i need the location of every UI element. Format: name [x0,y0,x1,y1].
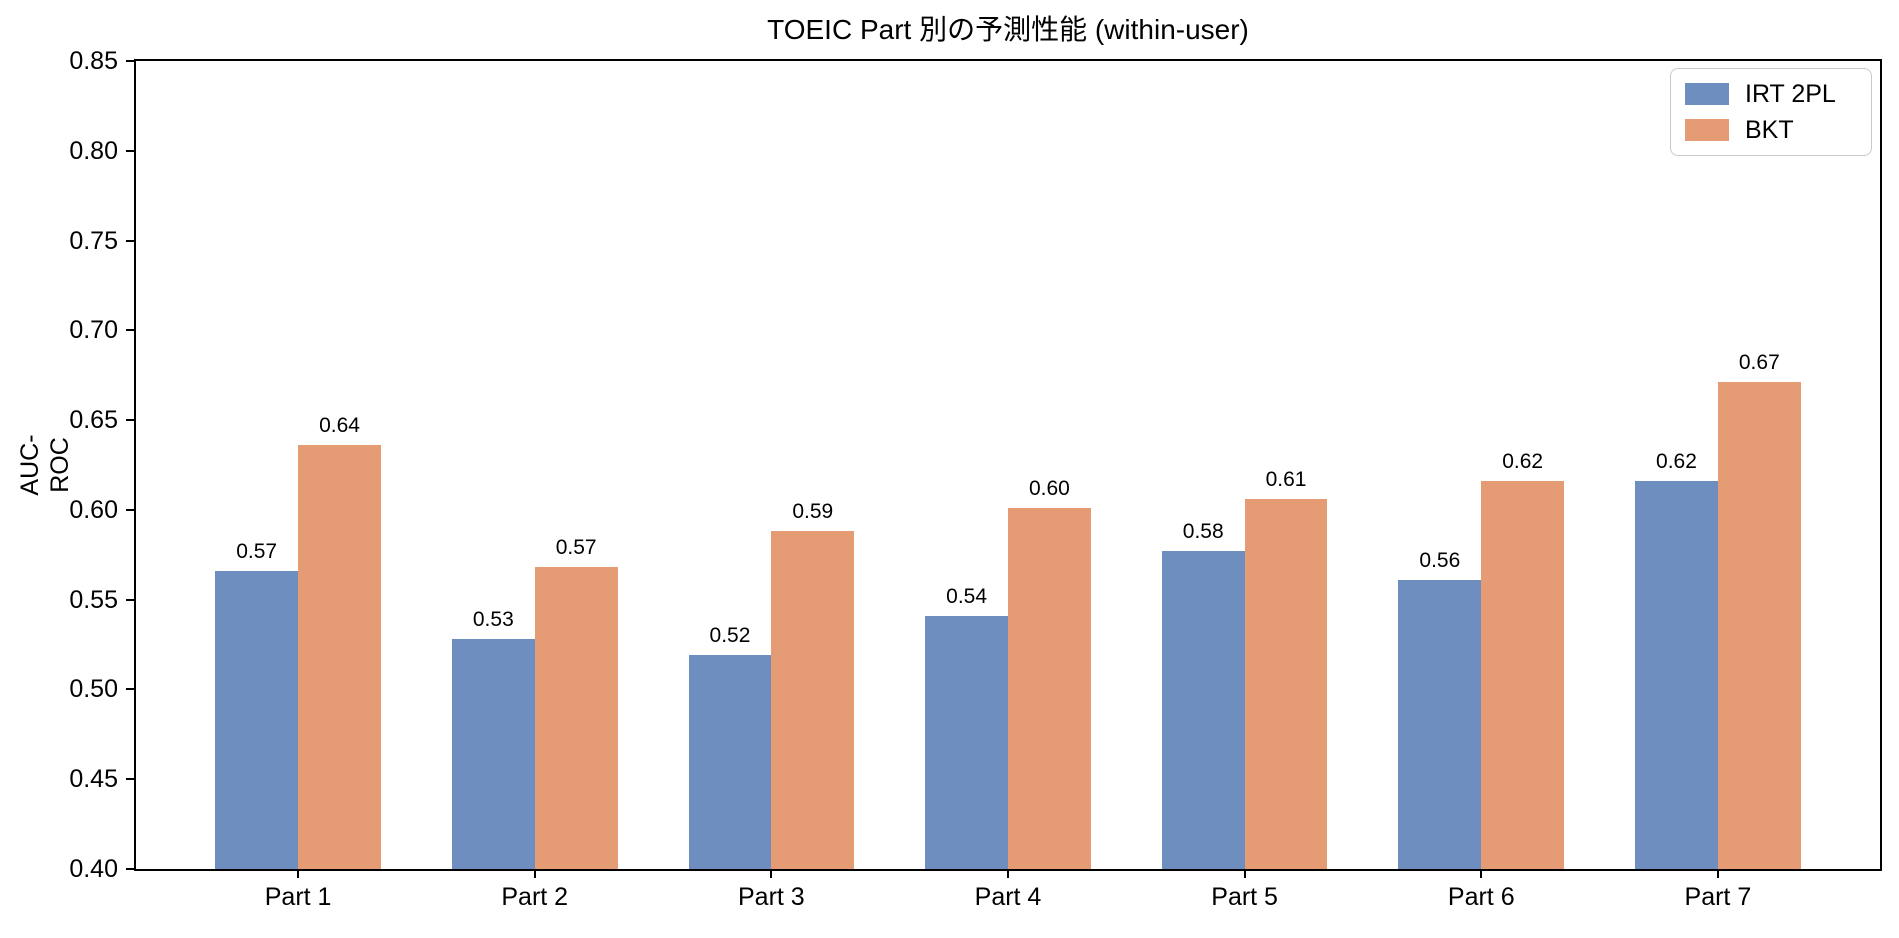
legend-swatch-irt-2pl [1685,83,1729,105]
y-tick-mark-0-80 [126,149,135,152]
x-tick-label-part-2: Part 2 [501,883,569,911]
y-tick-label-0-55: 0.55 [69,585,118,614]
legend-label-bkt: BKT [1745,116,1794,144]
y-tick-label-0-60: 0.60 [69,495,118,524]
x-tick-label-part-4: Part 4 [974,883,1042,911]
bar-value-label-irt-2pl-part-5: 0.58 [1182,520,1224,544]
legend: IRT 2PL BKT [1670,68,1872,156]
bar-value-label-irt-2pl-part-6: 0.56 [1419,548,1461,572]
y-tick-mark-0-85 [126,60,135,62]
bar-irt-2pl-part-7 [1635,481,1718,869]
bar-value-label-bkt-part-4: 0.60 [1028,477,1070,501]
x-tick-label-part-6: Part 6 [1447,883,1515,911]
bar-value-label-bkt-part-1: 0.64 [319,414,360,438]
y-tick-mark-0-45 [126,778,135,781]
bar-bkt-part-1 [298,445,381,869]
y-tick-label-0-75: 0.75 [69,226,118,255]
x-tick-label-part-7: Part 7 [1684,883,1752,911]
y-tick-mark-0-60 [126,508,135,511]
x-tick-mark-part-6 [1480,869,1483,878]
x-tick-mark-part-1 [297,869,300,878]
bar-value-label-irt-2pl-part-3: 0.52 [709,624,751,648]
y-tick-label-0-70: 0.70 [69,316,118,345]
y-tick-mark-0-70 [126,329,135,332]
y-tick-label-0-40: 0.40 [69,855,118,883]
x-tick-mark-part-2 [533,869,536,878]
bar-bkt-part-7 [1717,382,1801,869]
x-tick-label-part-5: Part 5 [1211,883,1278,911]
bar-bkt-part-6 [1481,481,1565,869]
x-tick-mark-part-3 [770,869,773,878]
bar-irt-2pl-part-3 [688,655,772,869]
x-tick-mark-part-7 [1716,869,1719,878]
y-tick-label-0-80: 0.80 [69,136,118,165]
bar-value-label-bkt-part-7: 0.67 [1738,351,1780,375]
bar-irt-2pl-part-2 [451,639,535,869]
bar-irt-2pl-part-1 [215,570,299,869]
y-tick-label-0-50: 0.50 [69,675,118,704]
legend-label-irt-2pl: IRT 2PL [1745,80,1836,108]
bar-value-label-irt-2pl-part-7: 0.62 [1656,450,1697,474]
bar-value-label-bkt-part-6: 0.62 [1502,450,1544,474]
y-tick-label-0-45: 0.45 [69,765,118,794]
bar-bkt-part-5 [1244,499,1328,869]
bar-bkt-part-2 [534,567,618,869]
y-tick-mark-0-40 [126,868,135,870]
y-tick-mark-0-55 [126,598,135,601]
legend-entry-irt-2pl: IRT 2PL [1685,80,1857,108]
bar-value-label-bkt-part-3: 0.59 [792,500,834,524]
x-tick-mark-part-4 [1007,869,1009,878]
bar-bkt-part-3 [771,531,855,869]
bar-bkt-part-4 [1008,508,1091,869]
y-tick-mark-0-50 [126,688,135,691]
y-tick-mark-0-65 [126,419,135,422]
legend-entry-bkt: BKT [1685,116,1857,144]
bar-value-label-bkt-part-2: 0.57 [555,536,597,560]
x-tick-label-part-1: Part 1 [264,883,332,911]
bar-value-label-irt-2pl-part-2: 0.53 [472,608,514,632]
bar-value-label-irt-2pl-part-1: 0.57 [236,539,278,563]
bar-value-label-bkt-part-5: 0.61 [1265,468,1307,492]
bar-irt-2pl-part-6 [1398,579,1482,869]
y-tick-label-0-65: 0.65 [69,406,118,435]
bar-irt-2pl-part-4 [925,615,1008,869]
legend-swatch-bkt [1685,119,1729,141]
chart-title: TOEIC Part 別の予測性能 (within-user) [767,14,1249,45]
y-tick-label-0-85: 0.85 [69,47,118,75]
x-tick-label-part-3: Part 3 [738,883,805,911]
x-tick-mark-part-5 [1243,869,1246,878]
bar-value-label-irt-2pl-part-4: 0.54 [946,584,988,608]
bar-irt-2pl-part-5 [1161,551,1245,869]
y-tick-mark-0-75 [126,239,135,242]
